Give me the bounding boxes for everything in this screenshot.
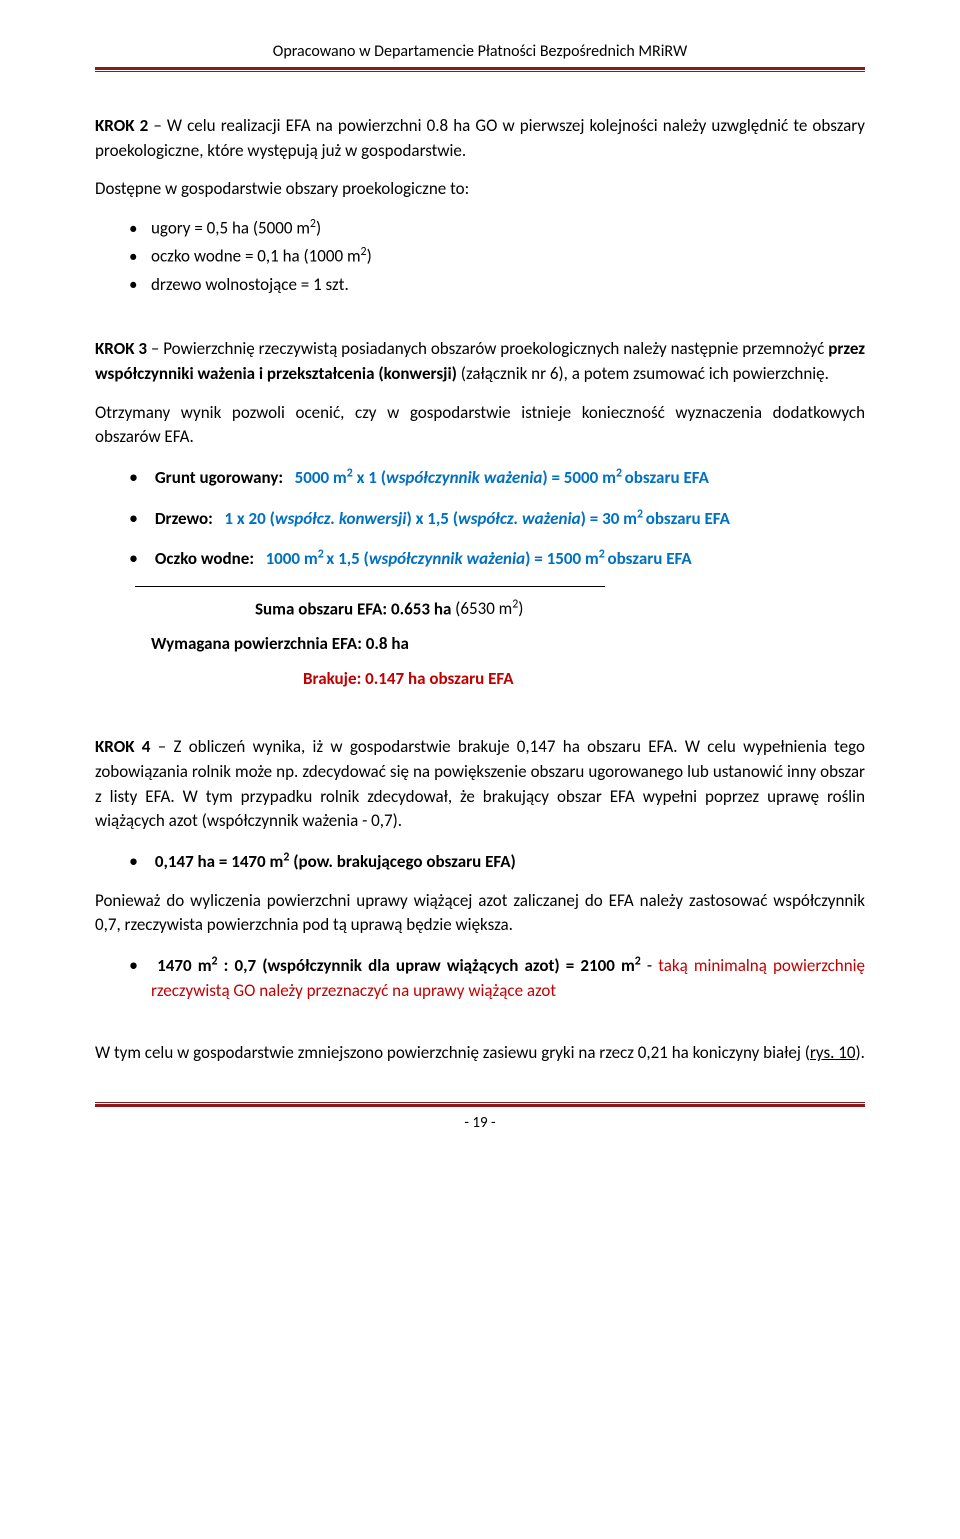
krok2-label: KROK 2: [95, 115, 148, 136]
list-item: Drzewo: 1 x 20 (współcz. konwersji) x 1,…: [151, 505, 865, 532]
list-item: Grunt ugorowany: 5000 m2 x 1 (współczynn…: [151, 464, 865, 491]
required-row: Wymagana powierzchnia EFA: 0.8 ha: [95, 632, 865, 657]
closing-text: W tym celu w gospodarstwie zmniejszono p…: [95, 1042, 810, 1063]
sum-value: 0.653 ha: [391, 598, 451, 619]
shortfall-value: 0.147 ha obszaru EFA: [365, 668, 513, 689]
closing-end: ).: [855, 1042, 864, 1063]
req-value: 0.8 ha: [366, 633, 409, 654]
sum-label: Suma obszaru EFA:: [255, 598, 391, 619]
closing-link: rys. 10: [810, 1042, 856, 1063]
krok4-list-2: 1470 m2 : 0,7 (współczynnik dla upraw wi…: [95, 952, 865, 1003]
list-item: 0,147 ha = 1470 m2 (pow. brakującego obs…: [151, 848, 865, 875]
krok4-text-2: W tym przypadku rolnik zdecydował, że br…: [95, 786, 865, 832]
krok4-intro: KROK 4 – Z obliczeń wynika, iż w gospoda…: [95, 735, 865, 834]
shortfall-label: Brakuje:: [303, 668, 365, 689]
shortfall-row: Brakuje: 0.147 ha obszaru EFA: [95, 667, 865, 692]
page-header: Opracowano w Departamencie Płatności Bez…: [95, 40, 865, 63]
req-label: Wymagana powierzchnia EFA:: [151, 633, 366, 654]
list-item: drzewo wolnostojące = 1 szt.: [151, 273, 865, 298]
krok4-label: KROK 4: [95, 736, 150, 757]
krok3-bullet-list: Grunt ugorowany: 5000 m2 x 1 (współczynn…: [95, 464, 865, 572]
krok3-intro: KROK 3 – Powierzchnię rzeczywistą posiad…: [95, 337, 865, 386]
closing-paragraph: W tym celu w gospodarstwie zmniejszono p…: [95, 1041, 865, 1066]
page-number: - 19 -: [95, 1113, 865, 1135]
sum-block: Suma obszaru EFA: 0.653 ha (6530 m2): [95, 597, 865, 622]
krok3-explain: Otrzymany wynik pozwoli ocenić, czy w go…: [95, 401, 865, 450]
krok3-text-1: – Powierzchnię rzeczywistą posiadanych o…: [147, 338, 828, 359]
list-item: ugory = 0,5 ha (5000 m2): [151, 216, 865, 241]
krok3-label: KROK 3: [95, 338, 147, 359]
sum-rule: [135, 586, 605, 587]
list-item: oczko wodne = 0,1 ha (1000 m2): [151, 244, 865, 269]
krok2-text: – W celu realizacji EFA na powierzchni 0…: [95, 115, 865, 161]
krok2-available: Dostępne w gospodarstwie obszary proekol…: [95, 177, 865, 202]
list-item: Oczko wodne: 1000 m2 x 1,5 (współczynnik…: [151, 545, 865, 572]
krok4-explain2: Ponieważ do wyliczenia powierzchni upraw…: [95, 889, 865, 938]
list-item: 1470 m2 : 0,7 (współczynnik dla upraw wi…: [151, 952, 865, 1003]
krok3-text-2: (załącznik nr 6), a potem zsumować ich p…: [457, 363, 829, 384]
krok4-list-1: 0,147 ha = 1470 m2 (pow. brakującego obs…: [95, 848, 865, 875]
krok2-intro: KROK 2 – W celu realizacji EFA na powier…: [95, 114, 865, 163]
footer-rule: [95, 1102, 865, 1107]
header-rule: [95, 67, 865, 72]
krok2-list: ugory = 0,5 ha (5000 m2) oczko wodne = 0…: [95, 216, 865, 297]
